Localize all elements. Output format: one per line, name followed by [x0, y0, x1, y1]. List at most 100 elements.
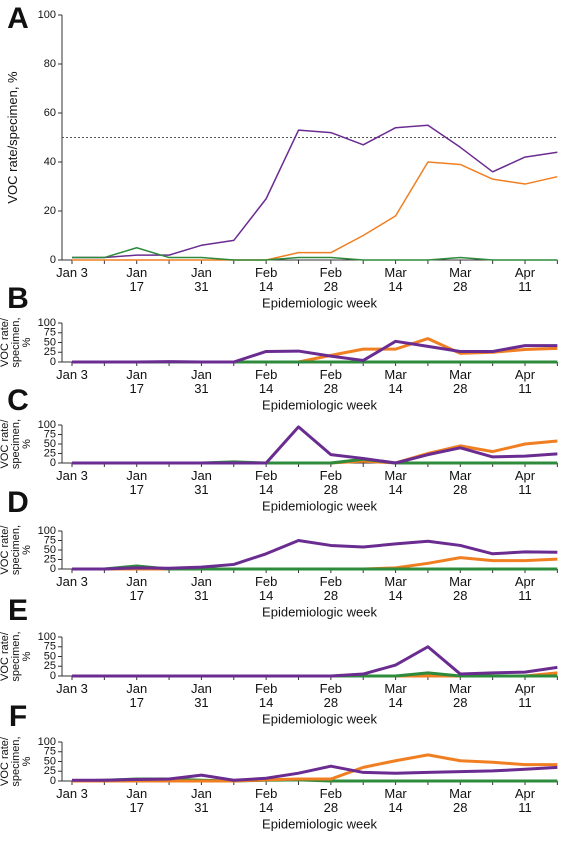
x-tick-label: Jan 17 — [126, 265, 148, 294]
x-tick-label: Mar 28 — [449, 367, 472, 396]
panel-letter: F — [9, 700, 27, 733]
x-tick-label: Mar 28 — [449, 681, 472, 710]
x-tick-label: Jan 17 — [126, 681, 148, 710]
panel-letter: E — [8, 594, 28, 627]
y-axis-label: VOC rate/specimen, % — [5, 71, 20, 204]
x-tick-label: Jan 3 — [56, 367, 88, 382]
x-tick-label: Mar 14 — [384, 786, 407, 815]
x-tick-label: Apr 11 — [514, 574, 536, 603]
x-tick-label: Jan 17 — [126, 786, 148, 815]
panel-letter: A — [7, 2, 29, 35]
y-tick-label: 50 — [44, 336, 56, 348]
y-axis-label: VOC rate/specimen,% — [0, 525, 33, 575]
y-axis-label-line: % — [21, 651, 33, 661]
y-axis-label-line: VOC rate/ — [0, 317, 11, 367]
y-axis-label: VOC rate/specimen,% — [0, 317, 33, 367]
y-axis-label: VOC rate/specimen,% — [0, 736, 33, 786]
x-tick-label: Mar 28 — [449, 574, 472, 603]
x-tick-label: Mar 14 — [384, 681, 407, 710]
series-line — [72, 645, 558, 678]
y-tick-label: 50 — [44, 650, 56, 662]
x-tick-label: Feb 28 — [319, 265, 343, 294]
y-axis-label-line: % — [21, 439, 33, 449]
y-axis-label-line: specimen, — [10, 525, 22, 575]
y-tick-label: 0 — [50, 356, 56, 368]
y-tick-label: 0 — [50, 563, 56, 575]
y-axis-label-line: % — [21, 545, 33, 555]
y-tick-label: 60 — [44, 107, 56, 119]
y-tick-label: 40 — [44, 156, 56, 168]
series-line — [72, 247, 558, 261]
y-tick-label: 25 — [44, 553, 56, 565]
x-tick-label: Jan 31 — [190, 574, 212, 603]
series-line — [72, 161, 558, 261]
series-line — [72, 753, 558, 783]
y-tick-label: 50 — [44, 755, 56, 767]
x-tick-label: Jan 3 — [56, 786, 88, 801]
x-tick-label: Apr 11 — [514, 468, 536, 497]
x-tick-label: Feb 28 — [319, 468, 343, 497]
y-tick-label: 0 — [50, 670, 56, 682]
y-tick-label: 100 — [38, 9, 56, 21]
x-tick-label: Feb 14 — [254, 468, 278, 497]
y-tick-label: 80 — [44, 58, 56, 70]
x-tick-label: Mar 14 — [384, 367, 407, 396]
y-tick-label: 100 — [38, 419, 56, 431]
y-tick-label: 25 — [44, 346, 56, 358]
y-axis-label-line: VOC rate/ — [0, 736, 11, 786]
x-tick-label: Jan 17 — [126, 468, 148, 497]
x-tick-label: Mar 28 — [449, 468, 472, 497]
x-tick-label: Jan 3 — [56, 681, 88, 696]
x-axis-label: Epidemiologic week — [262, 397, 377, 412]
x-tick-label: Feb 14 — [254, 681, 278, 710]
series-line — [72, 764, 558, 782]
x-axis-label: Epidemiologic week — [262, 816, 377, 831]
y-tick-label: 75 — [44, 428, 56, 440]
x-tick-label: Apr 11 — [514, 367, 536, 396]
x-tick-label: Mar 28 — [449, 786, 472, 815]
series-line — [72, 339, 558, 364]
x-tick-label: Apr 11 — [514, 681, 536, 710]
y-tick-label: 50 — [44, 544, 56, 556]
x-axis-label: Epidemiologic week — [262, 711, 377, 726]
x-axis-label: Epidemiologic week — [262, 604, 377, 619]
y-axis-label-line: specimen, — [10, 317, 22, 367]
y-tick-label: 0 — [50, 457, 56, 469]
x-tick-label: Feb 28 — [319, 574, 343, 603]
x-tick-label: Feb 14 — [254, 574, 278, 603]
y-tick-label: 100 — [38, 317, 56, 329]
y-tick-label: 25 — [44, 447, 56, 459]
x-tick-label: Feb 14 — [254, 786, 278, 815]
x-tick-label: Mar 14 — [384, 574, 407, 603]
x-tick-label: Apr 11 — [514, 786, 536, 815]
y-tick-label: 25 — [44, 765, 56, 777]
y-tick-label: 100 — [38, 631, 56, 643]
x-tick-label: Mar 28 — [449, 265, 472, 294]
x-tick-label: Feb 28 — [319, 681, 343, 710]
x-tick-label: Jan 31 — [190, 681, 212, 710]
x-tick-label: Jan 3 — [56, 574, 88, 589]
x-tick-label: Jan 17 — [126, 367, 148, 396]
y-tick-label: 100 — [38, 736, 56, 748]
x-tick-label: Apr 11 — [514, 265, 536, 294]
x-tick-label: Feb 14 — [254, 265, 278, 294]
x-tick-label: Mar 14 — [384, 265, 407, 294]
x-tick-label: Jan 31 — [190, 265, 212, 294]
y-tick-label: 75 — [44, 641, 56, 653]
y-axis-label-line: VOC rate/specimen, % — [5, 71, 20, 204]
x-tick-label: Jan 31 — [190, 468, 212, 497]
y-axis-label-line: specimen, — [10, 419, 22, 469]
x-tick-label: Jan 31 — [190, 367, 212, 396]
series-line — [72, 539, 558, 571]
panel-letter: D — [7, 486, 29, 519]
series-line — [72, 124, 558, 259]
series-line — [72, 425, 558, 465]
y-tick-label: 75 — [44, 534, 56, 546]
x-axis-label: Epidemiologic week — [262, 295, 377, 310]
y-axis-label-line: specimen, — [10, 736, 22, 786]
y-tick-label: 75 — [44, 746, 56, 758]
y-tick-label: 75 — [44, 327, 56, 339]
y-axis-label-line: % — [21, 756, 33, 766]
